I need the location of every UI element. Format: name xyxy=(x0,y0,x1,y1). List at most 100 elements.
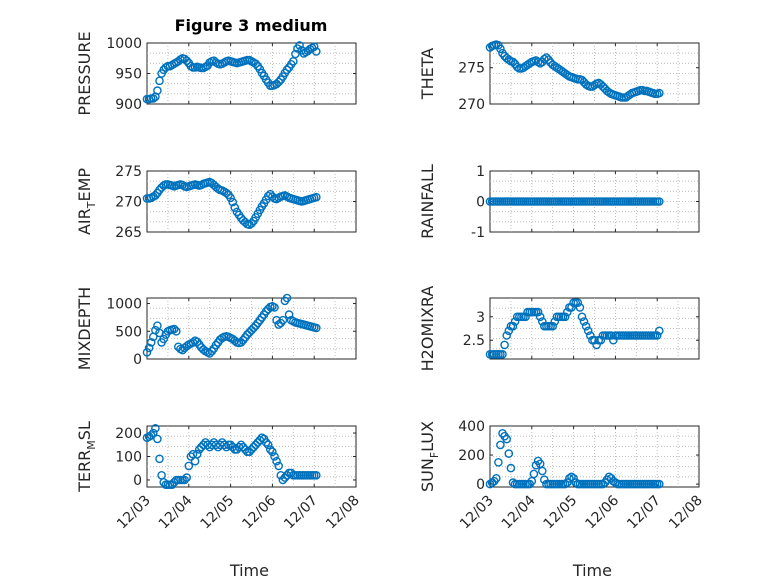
data-point xyxy=(581,321,591,331)
data-point xyxy=(508,321,518,331)
y-axis-label-main: H2OMIXRA xyxy=(418,286,437,372)
data-point xyxy=(567,472,576,482)
y-tick-label: 0 xyxy=(133,352,142,368)
data-point xyxy=(592,340,601,350)
y-tick-label: 500 xyxy=(115,324,142,340)
x-tick-label: 12/07 xyxy=(624,493,664,533)
data-point xyxy=(270,452,279,461)
x-tick-label: 12/03 xyxy=(114,493,154,533)
x-tick-label: 12/07 xyxy=(281,493,321,533)
y-tick-label: 0 xyxy=(476,477,485,493)
data-point xyxy=(146,338,156,347)
y-tick-label: 0 xyxy=(476,195,485,211)
y-axis-label: RAINFALL xyxy=(418,164,437,239)
data-point xyxy=(291,49,300,59)
data-point xyxy=(251,440,260,450)
data-point xyxy=(151,191,160,200)
data-point xyxy=(563,307,572,317)
data-point xyxy=(228,442,237,452)
data-point xyxy=(180,475,189,485)
data-point xyxy=(238,442,248,452)
data-point xyxy=(655,326,664,336)
data-point xyxy=(560,479,570,489)
data-point xyxy=(309,42,319,52)
y-axis-label-main: RAINFALL xyxy=(418,164,437,239)
y-axis-label-suffix: EMP xyxy=(75,168,94,202)
x-tick-label: 12/04 xyxy=(156,492,196,532)
data-point xyxy=(563,478,572,487)
data-point xyxy=(184,461,194,471)
data-point xyxy=(240,217,250,227)
subplot-mixdepth: 0 500 1000 MIXDEPTH xyxy=(75,287,357,370)
x-tick-label: 12/08 xyxy=(323,493,363,533)
y-axis-label: PRESSURE xyxy=(75,31,94,115)
data-point xyxy=(148,428,158,438)
y-tick-label: 275 xyxy=(115,164,142,180)
y-axis-label-subscript: T xyxy=(85,201,98,209)
data-point xyxy=(167,480,177,490)
y-tick-label: 950 xyxy=(115,67,142,83)
data-point xyxy=(251,59,260,69)
data-point xyxy=(226,440,235,450)
data-point xyxy=(521,312,530,322)
data-point xyxy=(538,466,547,476)
y-axis-label-main: MIXDEPTH xyxy=(75,287,94,370)
data-point xyxy=(533,307,543,317)
y-tick-label: 900 xyxy=(115,97,142,113)
data-point xyxy=(311,192,321,202)
data-point xyxy=(153,86,162,95)
data-point xyxy=(583,326,593,336)
y-tick-label: 400 xyxy=(458,419,485,435)
data-point xyxy=(498,349,507,359)
data-point xyxy=(655,88,664,98)
data-point xyxy=(504,449,514,458)
x-axis-label: Time xyxy=(229,561,269,580)
data-point xyxy=(270,303,279,312)
y-axis-label-main: TERR xyxy=(75,450,94,493)
y-axis-label-main: PRESSURE xyxy=(75,31,94,115)
y-axis-label-main: AIR xyxy=(75,208,94,235)
data-point xyxy=(535,312,545,322)
y-axis-label: THETA xyxy=(418,48,437,100)
data-point xyxy=(228,197,237,207)
subplot-rainfall: -1 0 1 RAINFALL xyxy=(418,164,700,241)
y-tick-label: 0 xyxy=(133,473,142,489)
data-point xyxy=(274,461,284,471)
y-tick-label: 100 xyxy=(115,450,142,466)
data-point xyxy=(272,456,281,466)
data-point xyxy=(148,94,158,103)
y-axis-label-suffix: SL xyxy=(75,421,94,440)
x-tick-label: 12/05 xyxy=(541,493,581,533)
y-tick-label: 2.5 xyxy=(463,333,485,349)
data-point xyxy=(222,442,231,452)
data-point xyxy=(590,335,599,345)
x-tick-label: 12/08 xyxy=(666,493,706,533)
data-point xyxy=(142,347,152,357)
data-point xyxy=(560,312,570,322)
y-axis-label-main: THETA xyxy=(418,48,437,100)
data-point xyxy=(146,431,156,440)
y-axis-label: TERRMSL xyxy=(75,421,98,493)
y-axis-label: AIRTEMP xyxy=(75,168,98,235)
y-tick-label: 200 xyxy=(115,426,142,442)
data-point xyxy=(504,55,514,65)
x-tick-label: 12/06 xyxy=(239,492,279,532)
data-point xyxy=(295,41,304,50)
data-point xyxy=(247,445,256,454)
data-point xyxy=(182,473,191,482)
data-point xyxy=(226,193,235,203)
data-point xyxy=(548,321,558,331)
data-point xyxy=(192,449,202,459)
data-point xyxy=(565,473,574,483)
data-point xyxy=(205,349,214,358)
y-tick-label: 3 xyxy=(476,310,485,326)
y-axis-label-subscript: M xyxy=(85,440,98,450)
data-point xyxy=(249,442,258,452)
data-point xyxy=(502,434,512,444)
y-axis-label-main: SUN xyxy=(418,458,437,492)
data-point xyxy=(609,335,618,345)
data-point xyxy=(261,438,271,447)
data-point xyxy=(655,479,664,489)
y-tick-label: 200 xyxy=(458,448,485,464)
